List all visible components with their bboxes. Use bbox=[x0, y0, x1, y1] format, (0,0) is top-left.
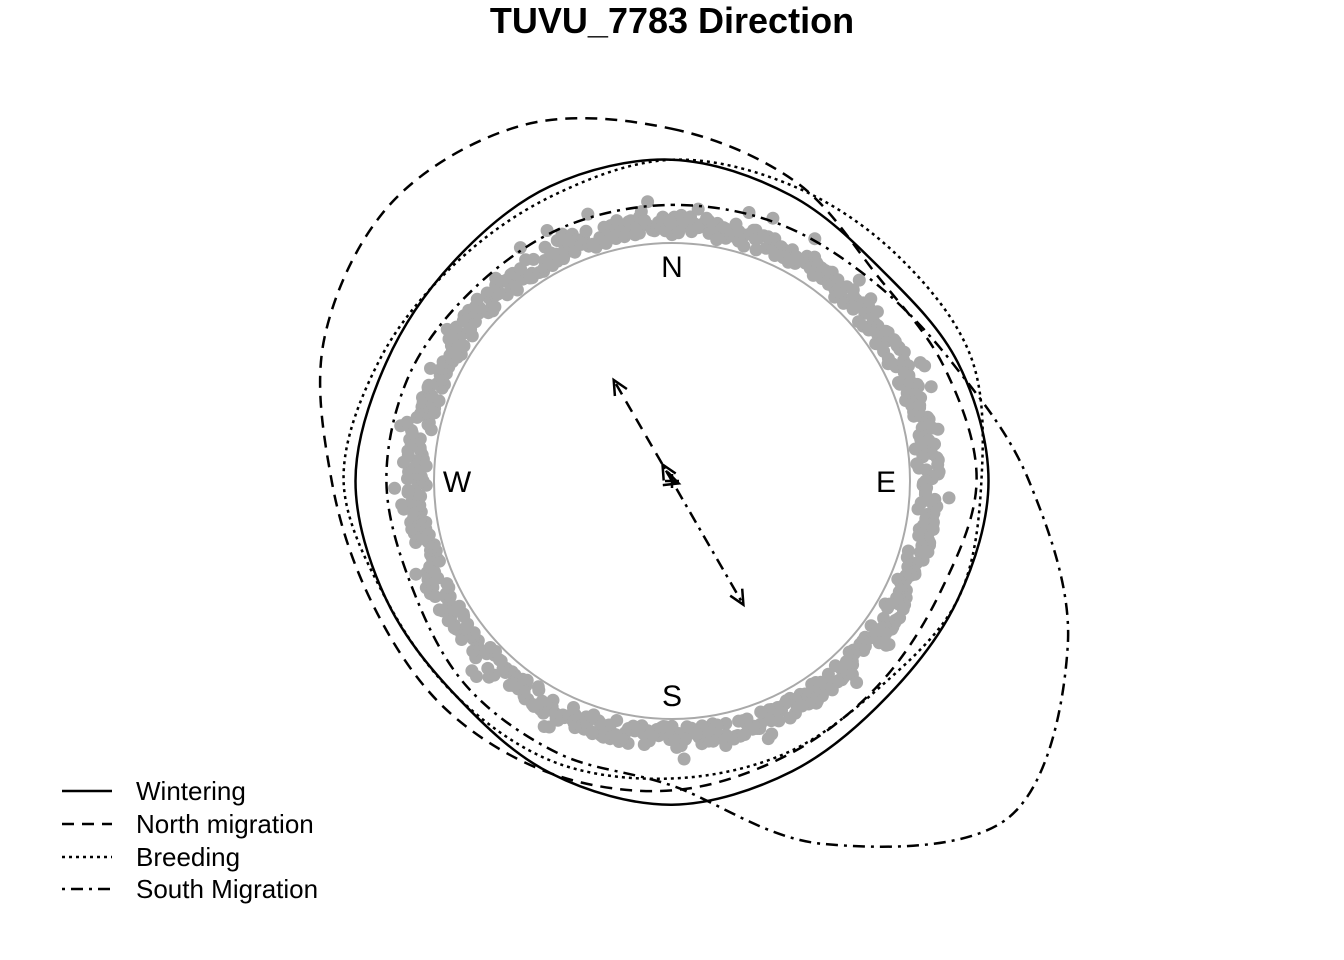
observation-point bbox=[783, 711, 797, 725]
observation-point bbox=[502, 678, 516, 692]
compass-label-north: N bbox=[661, 251, 683, 284]
observation-point bbox=[761, 732, 775, 746]
observation-point bbox=[400, 415, 414, 429]
observation-point bbox=[579, 224, 593, 238]
observation-point bbox=[737, 239, 751, 253]
observation-point bbox=[641, 195, 655, 209]
observation-point bbox=[766, 211, 780, 225]
legend: Wintering North migration Breeding South… bbox=[62, 776, 318, 904]
observation-points bbox=[388, 195, 956, 766]
observation-point bbox=[931, 422, 945, 436]
legend-label-wintering: Wintering bbox=[136, 776, 246, 806]
observation-point bbox=[537, 720, 551, 733]
observation-point bbox=[924, 380, 938, 394]
observation-point bbox=[409, 567, 423, 581]
observation-point bbox=[401, 483, 415, 497]
observation-point bbox=[632, 226, 646, 240]
density-curves bbox=[318, 116, 1070, 848]
observation-point bbox=[658, 224, 672, 238]
observation-point bbox=[942, 491, 956, 505]
observation-point bbox=[663, 214, 677, 228]
compass-label-east: E bbox=[876, 466, 896, 499]
observation-point bbox=[470, 292, 484, 306]
observation-point bbox=[395, 498, 409, 512]
observation-point bbox=[846, 302, 860, 316]
legend-label-north-migration: North migration bbox=[136, 809, 314, 839]
observation-point bbox=[481, 661, 495, 675]
observation-point bbox=[732, 714, 746, 728]
compass-label-west: W bbox=[443, 466, 472, 499]
mean-arrow-breeding bbox=[661, 462, 677, 482]
observation-point bbox=[527, 252, 540, 266]
unit-circle bbox=[433, 242, 911, 720]
mean-arrow-north-migration bbox=[612, 377, 674, 482]
observation-point bbox=[637, 738, 651, 751]
density-curve-south-migration bbox=[385, 203, 1070, 848]
center-marker bbox=[665, 474, 679, 488]
density-curve-wintering bbox=[354, 158, 990, 806]
observation-point bbox=[513, 241, 527, 255]
observation-point bbox=[424, 361, 437, 375]
observation-point bbox=[540, 224, 554, 237]
observation-point bbox=[893, 377, 907, 391]
observation-point bbox=[465, 664, 479, 678]
observation-point bbox=[918, 359, 932, 373]
mean-direction-arrows bbox=[612, 377, 745, 608]
legend-label-south-migration: South Migration bbox=[136, 874, 318, 904]
observation-point bbox=[388, 481, 402, 495]
compass-label-south: S bbox=[662, 680, 682, 713]
density-curve-breeding bbox=[342, 158, 985, 781]
observation-point bbox=[850, 676, 864, 689]
observation-point bbox=[432, 603, 446, 617]
observation-point bbox=[581, 207, 595, 221]
density-curve-north-migration bbox=[318, 116, 978, 793]
observation-point bbox=[677, 752, 691, 766]
observation-point bbox=[881, 601, 895, 615]
observation-point bbox=[852, 273, 866, 287]
legend-label-breeding: Breeding bbox=[136, 842, 240, 872]
mean-arrow-south-migration bbox=[670, 480, 745, 608]
observation-point bbox=[531, 680, 545, 694]
observation-point bbox=[749, 243, 763, 257]
observation-point bbox=[912, 529, 926, 543]
chart-title: TUVU_7783 Direction bbox=[490, 0, 854, 41]
observation-point bbox=[555, 227, 569, 241]
observation-point bbox=[754, 705, 768, 719]
observation-point bbox=[483, 641, 497, 654]
